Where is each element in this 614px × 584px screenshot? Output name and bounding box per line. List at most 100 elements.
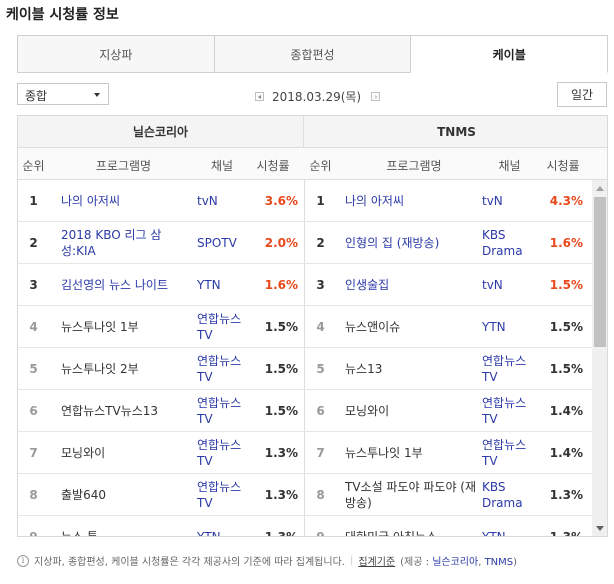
program-link[interactable]: 인형의 집 (재방송) <box>345 235 440 250</box>
channel-link[interactable]: YTN <box>197 529 221 537</box>
program-link[interactable]: 연합뉴스TV뉴스13 <box>61 403 159 418</box>
source-info: (제공 : 닐슨코리아, TNMS) <box>400 553 517 568</box>
channel-link[interactable]: 연합뉴스TV <box>197 437 242 468</box>
rank: 3 <box>316 277 325 292</box>
channel-link[interactable]: 연합뉴스TV <box>482 437 527 468</box>
channel-link[interactable]: 연합뉴스TV <box>197 395 242 426</box>
col-rating: 시청률 <box>256 159 290 173</box>
tab-terrestrial[interactable]: 지상파 <box>17 35 215 73</box>
source-link-nielsen[interactable]: 닐슨코리아 <box>432 557 479 568</box>
rank: 9 <box>29 529 38 537</box>
rank: 6 <box>316 403 325 418</box>
channel-link[interactable]: 연합뉴스TV <box>482 353 527 384</box>
table-row: 8 출발640 연합뉴스TV 1.3% 8 TV소설 파도야 파도야 (재방송)… <box>18 474 592 516</box>
channel-link[interactable]: YTN <box>197 277 221 292</box>
program-link[interactable]: 뉴스투나잇 1부 <box>61 319 139 334</box>
program-link[interactable]: 뉴스13 <box>345 361 383 376</box>
program-link[interactable]: 인생술집 <box>345 277 390 292</box>
table-row: 4 뉴스투나잇 1부 연합뉴스TV 1.5% 4 뉴스앤이슈 YTN 1.5% <box>18 306 592 348</box>
source-separator: , <box>478 557 482 568</box>
source-prefix: (제공 : <box>400 557 430 568</box>
channel-link[interactable]: KBS Drama <box>482 227 523 258</box>
info-icon: i <box>17 554 29 567</box>
program-link[interactable]: 뉴스투나잇 2부 <box>61 361 139 376</box>
rating: 1.4% <box>549 403 583 418</box>
channel-link[interactable]: 연합뉴스TV <box>197 311 242 342</box>
rating: 1.5% <box>549 319 583 334</box>
rating: 4.3% <box>549 193 583 208</box>
program-link[interactable]: 모닝와이 <box>61 445 106 460</box>
table-scrollbar[interactable] <box>592 180 607 536</box>
program-link[interactable]: TV소설 파도야 파도야 (재방송) <box>345 479 477 510</box>
channel-link[interactable]: tvN <box>482 277 503 292</box>
tab-general[interactable]: 종합편성 <box>214 35 412 73</box>
date-label: 2018.03.29(목) <box>272 90 362 104</box>
tab-cable[interactable]: 케이블 <box>411 35 609 73</box>
program-link[interactable]: 모닝와이 <box>345 403 390 418</box>
rank: 9 <box>316 529 325 537</box>
scroll-down-icon[interactable] <box>596 526 604 531</box>
program-link[interactable]: 뉴스 특 <box>61 529 98 537</box>
rank: 1 <box>316 193 325 208</box>
criteria-link[interactable]: 집계기준 <box>358 557 396 568</box>
col-channel: 채널 <box>210 159 234 173</box>
channel-link[interactable]: SPOTV <box>197 235 237 250</box>
col-channel-2: 채널 <box>498 159 521 173</box>
col-rank-2: 순위 <box>309 159 332 173</box>
rank: 8 <box>29 487 38 502</box>
rating: 1.5% <box>264 403 298 418</box>
rating: 1.5% <box>264 319 298 334</box>
col-rating-2: 시청률 <box>546 159 580 173</box>
channel-link[interactable]: YTN <box>482 529 506 537</box>
table-row: 7 모닝와이 연합뉴스TV 1.3% 7 뉴스투나잇 1부 연합뉴스TV 1.4… <box>18 432 592 474</box>
scroll-thumb[interactable] <box>594 197 606 347</box>
table-row: 2 2018 KBO 리그 삼성:KIA SPOTV 2.0% 2 인형의 집 … <box>18 222 592 264</box>
channel-link[interactable]: YTN <box>482 319 506 334</box>
rating: 1.4% <box>549 445 583 460</box>
table-row: 1 나의 아저씨 tvN 3.6% 1 나의 아저씨 tvN 4.3% <box>18 180 592 222</box>
table-row: 6 연합뉴스TV뉴스13 연합뉴스TV 1.5% 6 모닝와이 연합뉴스TV 1… <box>18 390 592 432</box>
program-link[interactable]: 나의 아저씨 <box>61 193 121 208</box>
rank: 4 <box>29 319 38 334</box>
rating: 1.6% <box>264 277 298 292</box>
rating: 1.3% <box>264 529 298 537</box>
program-link[interactable]: 김선영의 뉴스 나이트 <box>61 277 168 292</box>
rank: 5 <box>29 361 38 376</box>
channel-link[interactable]: tvN <box>482 193 503 208</box>
source-link-tnms[interactable]: TNMS <box>484 557 514 568</box>
rank: 7 <box>316 445 325 460</box>
channel-link[interactable]: 연합뉴스TV <box>197 353 242 384</box>
category-select[interactable]: 종합 <box>17 83 109 105</box>
rank: 8 <box>316 487 325 502</box>
rating: 1.3% <box>264 487 298 502</box>
channel-link[interactable]: KBS Drama <box>482 479 523 510</box>
column-header-row: 순위 프로그램명 채널 시청률 순위 프로그램명 채널 시청률 <box>18 148 607 180</box>
program-link[interactable]: 나의 아저씨 <box>345 193 405 208</box>
scroll-up-icon[interactable] <box>596 186 604 191</box>
table-row: 5 뉴스투나잇 2부 연합뉴스TV 1.5% 5 뉴스13 연합뉴스TV 1.5… <box>18 348 592 390</box>
rating: 1.5% <box>549 277 583 292</box>
rank: 7 <box>29 445 38 460</box>
channel-link[interactable]: 연합뉴스TV <box>482 395 527 426</box>
program-link[interactable]: 뉴스투나잇 1부 <box>345 445 423 460</box>
program-link[interactable]: 대한민국 아침뉴스 <box>345 529 438 537</box>
rank: 5 <box>316 361 325 376</box>
footer-note: i 지상파, 종합편성, 케이블 시청률은 각각 제공사의 기준에 따라 집계됩… <box>17 553 517 568</box>
rating: 1.3% <box>264 445 298 460</box>
channel-link[interactable]: 연합뉴스TV <box>197 479 242 510</box>
rank: 1 <box>29 193 38 208</box>
prev-date-button[interactable] <box>255 92 264 101</box>
daily-button[interactable]: 일간 <box>557 82 607 107</box>
column-divider <box>304 180 305 536</box>
rating: 1.6% <box>549 235 583 250</box>
program-link[interactable]: 뉴스앤이슈 <box>345 319 401 334</box>
rating: 2.0% <box>264 235 298 250</box>
rank: 6 <box>29 403 38 418</box>
channel-link[interactable]: tvN <box>197 193 218 208</box>
source-suffix: ) <box>513 557 518 568</box>
next-date-button[interactable] <box>371 92 381 101</box>
rating: 1.5% <box>549 361 583 376</box>
group-header-tnms: TNMS <box>304 116 607 148</box>
program-link[interactable]: 출발640 <box>61 487 106 502</box>
program-link[interactable]: 2018 KBO 리그 삼성:KIA <box>61 227 162 258</box>
